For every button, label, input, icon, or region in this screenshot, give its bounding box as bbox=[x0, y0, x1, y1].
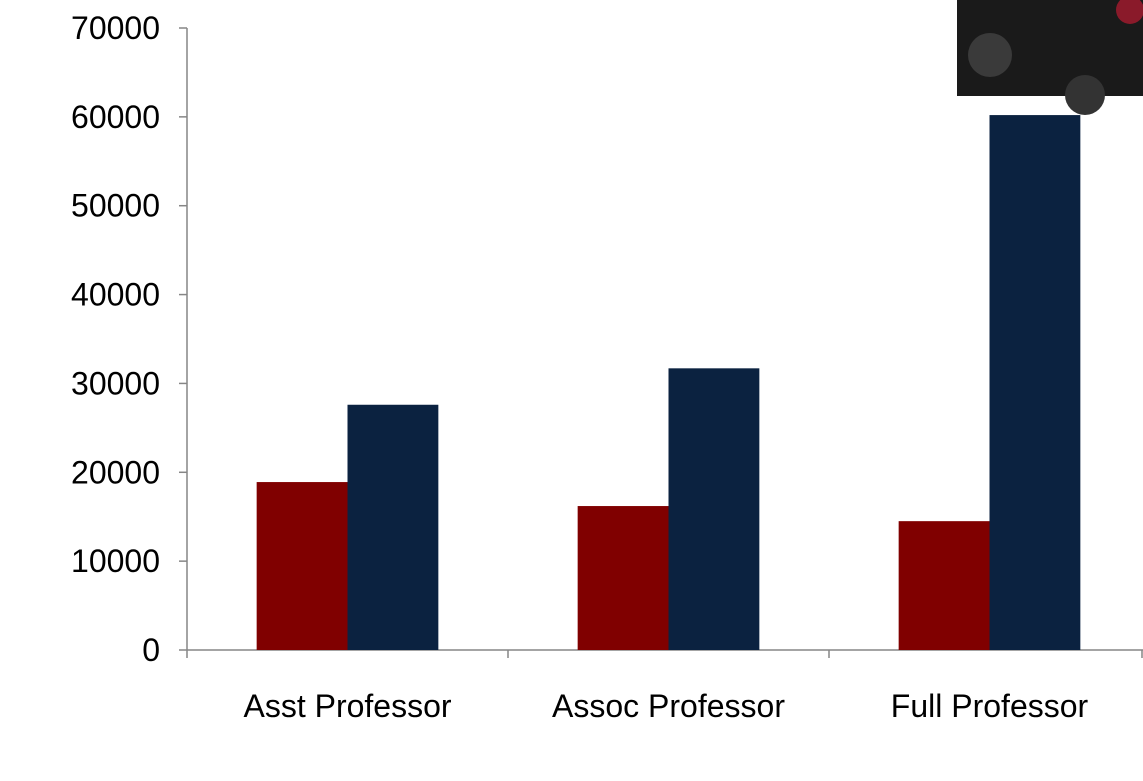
bar bbox=[989, 115, 1081, 650]
y-tick-label: 40000 bbox=[71, 277, 160, 313]
photo-detail bbox=[1116, 0, 1143, 24]
y-tick-label: 70000 bbox=[71, 10, 160, 46]
photo-detail bbox=[1065, 75, 1105, 115]
y-tick-label: 60000 bbox=[71, 99, 160, 135]
x-tick-label: Assoc Professor bbox=[552, 688, 785, 724]
y-tick-label: 0 bbox=[142, 632, 160, 668]
x-tick-label: Full Professor bbox=[891, 688, 1089, 724]
y-tick-label: 30000 bbox=[71, 365, 160, 401]
bar bbox=[256, 482, 348, 650]
x-tick-label: Asst Professor bbox=[243, 688, 451, 724]
bar bbox=[668, 368, 760, 650]
bar bbox=[347, 404, 439, 650]
bar bbox=[898, 521, 990, 650]
y-tick-label: 20000 bbox=[71, 454, 160, 490]
y-tick-label: 50000 bbox=[71, 188, 160, 224]
bar bbox=[577, 506, 669, 650]
photo-detail bbox=[968, 33, 1012, 77]
y-tick-label: 10000 bbox=[71, 543, 160, 579]
